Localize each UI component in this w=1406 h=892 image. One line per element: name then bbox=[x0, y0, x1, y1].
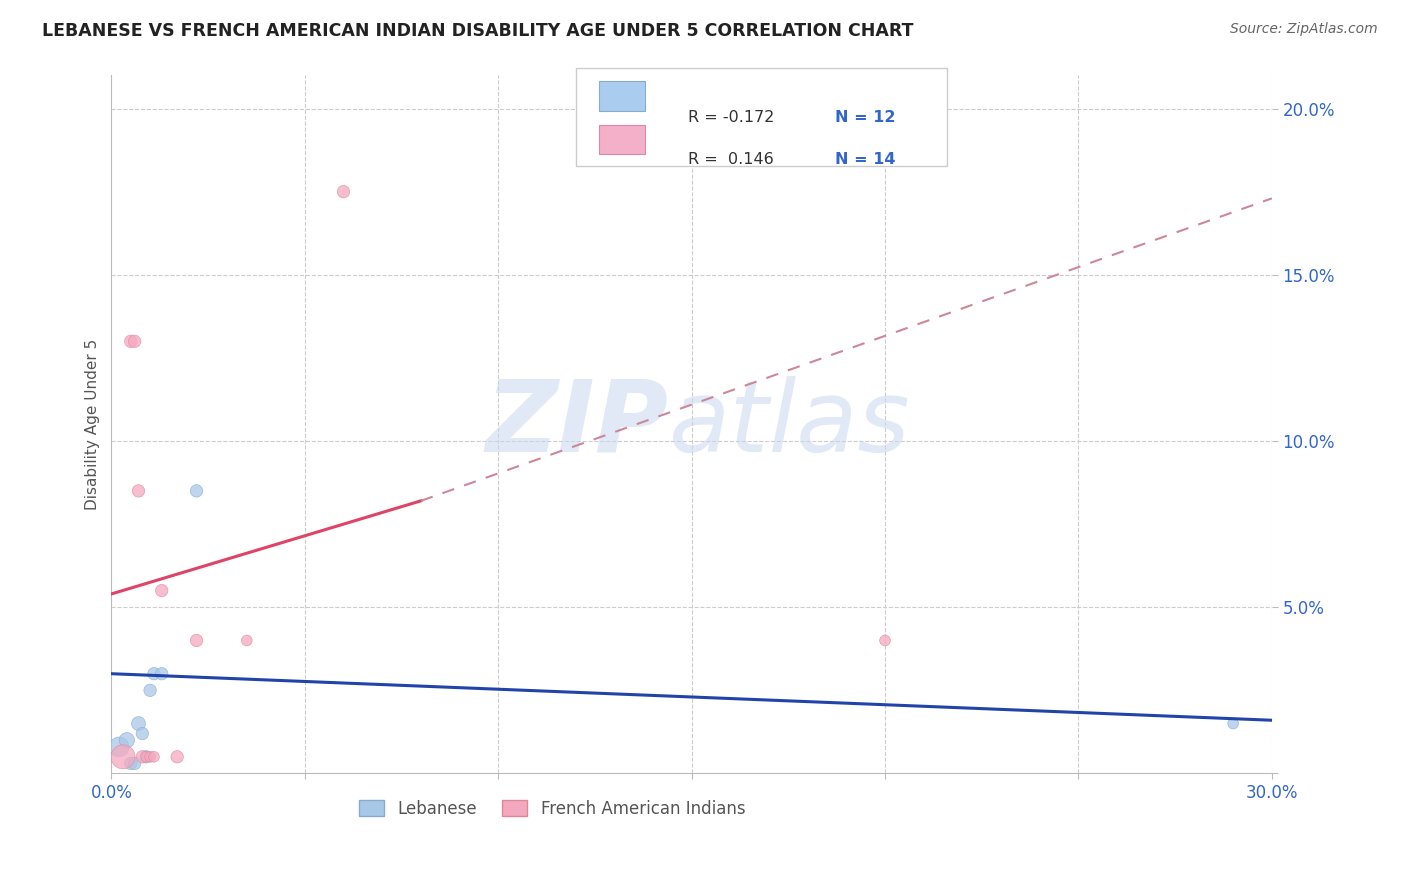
Point bbox=[131, 726, 153, 740]
Point bbox=[150, 666, 173, 681]
Point bbox=[124, 334, 146, 349]
Point bbox=[186, 483, 208, 498]
Point bbox=[124, 756, 146, 771]
Point bbox=[108, 739, 131, 754]
Point bbox=[873, 633, 896, 648]
Text: N = 14: N = 14 bbox=[835, 153, 896, 168]
Point bbox=[127, 483, 149, 498]
Point bbox=[139, 683, 162, 698]
Point bbox=[150, 583, 173, 598]
Point bbox=[135, 749, 157, 764]
Legend: Lebanese, French American Indians: Lebanese, French American Indians bbox=[353, 793, 752, 824]
Point bbox=[332, 185, 354, 199]
Text: Source: ZipAtlas.com: Source: ZipAtlas.com bbox=[1230, 22, 1378, 37]
Text: R =  0.146: R = 0.146 bbox=[688, 153, 773, 168]
Text: atlas: atlas bbox=[668, 376, 910, 473]
Point bbox=[139, 749, 162, 764]
Point bbox=[1222, 716, 1244, 731]
Point bbox=[186, 633, 208, 648]
Point bbox=[111, 749, 134, 764]
Text: LEBANESE VS FRENCH AMERICAN INDIAN DISABILITY AGE UNDER 5 CORRELATION CHART: LEBANESE VS FRENCH AMERICAN INDIAN DISAB… bbox=[42, 22, 914, 40]
FancyBboxPatch shape bbox=[599, 81, 645, 111]
Point bbox=[131, 749, 153, 764]
Point bbox=[236, 633, 259, 648]
Text: N = 12: N = 12 bbox=[835, 110, 896, 125]
Point bbox=[115, 733, 138, 747]
Text: ZIP: ZIP bbox=[485, 376, 668, 473]
Point bbox=[143, 749, 166, 764]
Text: R = -0.172: R = -0.172 bbox=[688, 110, 775, 125]
Point bbox=[127, 716, 149, 731]
Point bbox=[166, 749, 188, 764]
Point bbox=[120, 334, 142, 349]
Point bbox=[120, 756, 142, 771]
FancyBboxPatch shape bbox=[599, 125, 645, 154]
FancyBboxPatch shape bbox=[575, 69, 946, 166]
Point bbox=[143, 666, 166, 681]
Y-axis label: Disability Age Under 5: Disability Age Under 5 bbox=[86, 339, 100, 510]
Point bbox=[135, 749, 157, 764]
